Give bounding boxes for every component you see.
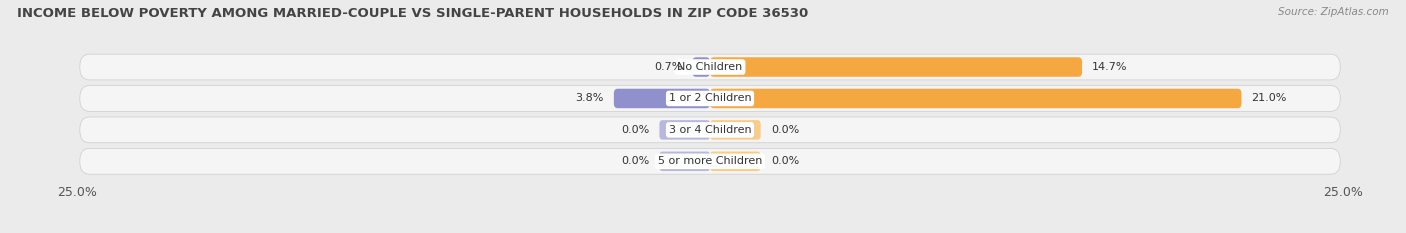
Text: 3 or 4 Children: 3 or 4 Children [669,125,751,135]
Text: 21.0%: 21.0% [1251,93,1286,103]
Text: 3.8%: 3.8% [575,93,603,103]
FancyBboxPatch shape [80,117,1340,143]
Text: Source: ZipAtlas.com: Source: ZipAtlas.com [1278,7,1389,17]
Text: No Children: No Children [678,62,742,72]
FancyBboxPatch shape [80,86,1340,111]
Text: 5 or more Children: 5 or more Children [658,156,762,166]
FancyBboxPatch shape [80,54,1340,80]
Text: 14.7%: 14.7% [1092,62,1128,72]
Text: 0.0%: 0.0% [621,125,650,135]
FancyBboxPatch shape [692,57,710,77]
FancyBboxPatch shape [614,89,710,108]
Text: INCOME BELOW POVERTY AMONG MARRIED-COUPLE VS SINGLE-PARENT HOUSEHOLDS IN ZIP COD: INCOME BELOW POVERTY AMONG MARRIED-COUPL… [17,7,808,20]
Text: 0.0%: 0.0% [621,156,650,166]
FancyBboxPatch shape [659,152,710,171]
FancyBboxPatch shape [710,57,1083,77]
Text: 0.0%: 0.0% [770,156,799,166]
Text: 0.0%: 0.0% [770,125,799,135]
FancyBboxPatch shape [710,89,1241,108]
FancyBboxPatch shape [710,152,761,171]
Text: 1 or 2 Children: 1 or 2 Children [669,93,751,103]
FancyBboxPatch shape [659,120,710,140]
FancyBboxPatch shape [710,120,761,140]
Text: 0.7%: 0.7% [654,62,682,72]
FancyBboxPatch shape [80,148,1340,174]
